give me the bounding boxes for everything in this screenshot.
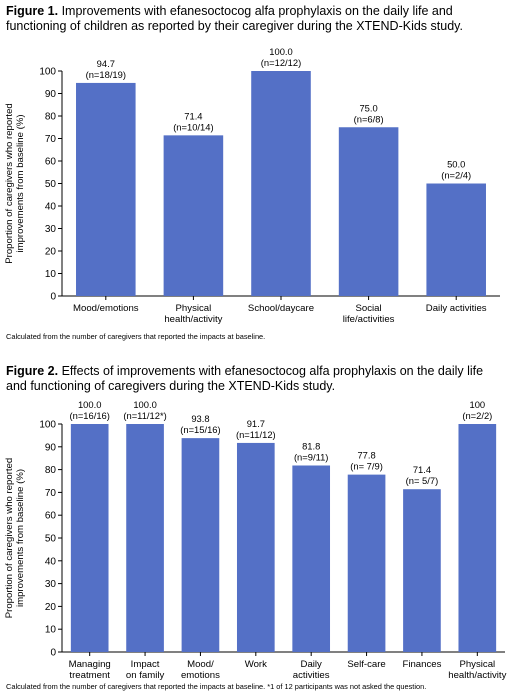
figure-1-label: Figure 1.	[6, 4, 59, 18]
x-tick-label: health/activity	[164, 314, 222, 325]
data-label-count: (n=2/2)	[462, 410, 492, 421]
x-tick-label: School/daycare	[248, 303, 314, 314]
data-label-value: 77.8	[357, 450, 375, 461]
y-tick-label: 40	[45, 202, 57, 213]
data-label-value: 91.7	[247, 418, 265, 429]
bar	[426, 183, 486, 296]
data-label-value: 81.8	[302, 440, 320, 451]
x-tick-label: Managing	[69, 659, 111, 670]
x-tick-label: Mood/	[187, 659, 214, 670]
y-tick-label: 40	[45, 556, 57, 567]
data-label-value: 71.4	[413, 464, 431, 475]
figure-2-title: Figure 2. Effects of improvements with e…	[6, 364, 506, 394]
data-label-count: (n=11/12*)	[123, 410, 166, 421]
figure-2-label: Figure 2.	[6, 364, 59, 378]
figure-2-bar-chart: 0 10 20 30 40 50 60 70 80 90 100 Proportion of care…	[4, 399, 507, 681]
y-tick-label: 20	[45, 602, 57, 613]
y-tick-label: 100	[39, 420, 56, 431]
bar	[347, 474, 386, 652]
y-axis-title-line: Proportion of caregivers who reported	[4, 458, 15, 619]
y-tick-label: 50	[45, 534, 57, 545]
bar	[76, 82, 136, 296]
data-label-count: (n=9/11)	[294, 451, 328, 462]
data-label-value: 50.0	[447, 159, 465, 170]
y-tick-label: 20	[45, 247, 57, 258]
y-tick-label: 90	[45, 442, 57, 453]
x-tick-label: Self-care	[347, 659, 385, 670]
y-tick-label: 80	[45, 465, 57, 476]
figure-1-caption: Improvements with efanesoctocog alfa pro…	[6, 4, 463, 33]
data-label-count: (n= 7/9)	[350, 461, 383, 472]
x-tick-label: life/activities	[343, 314, 395, 325]
x-tick-label: Daily activities	[426, 303, 487, 314]
x-tick-label: Finances	[402, 659, 441, 670]
y-tick-label: 100	[39, 67, 56, 78]
data-label-value: 75.0	[359, 102, 377, 113]
bar	[458, 424, 497, 652]
figure-1-title: Figure 1. Improvements with efanesoctoco…	[6, 4, 506, 34]
bar	[163, 135, 224, 296]
data-label-count: (n=10/14)	[173, 121, 213, 132]
data-label-count: (n=6/8)	[354, 113, 384, 124]
y-tick-label: 0	[50, 648, 56, 659]
figure-1-footnote: Calculated from the number of caregivers…	[6, 332, 266, 341]
bar	[70, 424, 109, 652]
y-axis-title: Proportion of caregivers who reported imp…	[4, 458, 26, 619]
x-tick-label: Physical	[459, 659, 495, 670]
x-tick-label: emotions	[181, 670, 220, 681]
data-label-value: 71.4	[184, 110, 202, 121]
figure-1-bar-chart: 0 10 20 30 40 50 60 70 80 90 100 Proportion of care…	[4, 46, 500, 325]
data-label-count: (n=16/16)	[69, 410, 109, 421]
y-tick-label: 80	[45, 112, 57, 123]
bar	[338, 127, 399, 296]
y-tick-label: 0	[50, 292, 56, 303]
y-tick-label: 60	[45, 511, 57, 522]
y-axis-title: Proportion of caregivers who reported imp…	[4, 103, 26, 264]
data-label-value: 100	[469, 399, 485, 410]
y-tick-label: 70	[45, 134, 57, 145]
bar	[236, 442, 275, 652]
bar	[181, 438, 220, 652]
x-tick-label: Impact	[131, 659, 160, 670]
bar	[251, 71, 311, 296]
bar	[292, 465, 331, 652]
figure-2-caption: Effects of improvements with efanesoctoc…	[6, 364, 484, 393]
y-axis-title-line: improvements from baseline (%)	[15, 114, 26, 252]
figure-2-footnote: Calculated from the number of caregivers…	[6, 682, 427, 691]
x-tick-label: health/activity	[448, 670, 506, 681]
y-axis-title-line: Proportion of caregivers who reported	[4, 103, 15, 264]
x-tick-label: treatment	[69, 670, 110, 681]
data-label-value: 100.0	[269, 46, 292, 57]
y-tick-label: 10	[45, 625, 57, 636]
y-tick-label: 30	[45, 579, 57, 590]
data-label-count: (n=2/4)	[441, 170, 471, 181]
y-tick-label: 60	[45, 157, 57, 168]
bar	[403, 489, 441, 652]
x-tick-label: Daily	[301, 659, 323, 670]
x-tick-label: activities	[293, 670, 330, 681]
data-label-count: (n=11/12)	[236, 429, 276, 440]
data-label-value: 94.7	[97, 58, 115, 69]
y-tick-label: 10	[45, 269, 57, 280]
y-tick-label: 70	[45, 488, 57, 499]
data-label-value: 100.0	[133, 399, 156, 410]
data-label-value: 93.8	[191, 413, 209, 424]
y-tick-label: 50	[45, 179, 57, 190]
y-tick-label: 30	[45, 224, 57, 235]
bar	[126, 424, 164, 652]
y-axis-title-line: improvements from baseline (%)	[15, 469, 26, 607]
data-label-count: (n=12/12)	[261, 57, 301, 68]
x-tick-label: Work	[245, 659, 267, 670]
data-label-count: (n=18/19)	[86, 69, 126, 80]
y-tick-label: 90	[45, 89, 57, 100]
data-label-value: 100.0	[78, 399, 101, 410]
x-tick-label: Mood/emotions	[73, 303, 139, 314]
x-tick-label: Social	[356, 303, 382, 314]
data-label-count: (n= 5/7)	[406, 475, 439, 486]
x-tick-label: on family	[126, 670, 165, 681]
data-label-count: (n=15/16)	[180, 424, 220, 435]
x-tick-label: Physical	[176, 303, 212, 314]
